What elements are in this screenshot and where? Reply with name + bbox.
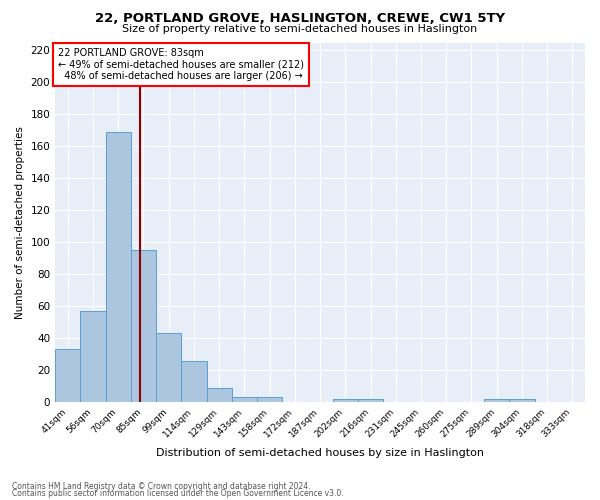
Text: 22 PORTLAND GROVE: 83sqm
← 49% of semi-detached houses are smaller (212)
  48% o: 22 PORTLAND GROVE: 83sqm ← 49% of semi-d… — [58, 48, 304, 81]
Bar — [257, 398, 282, 402]
Bar — [206, 388, 232, 402]
Bar — [55, 350, 80, 402]
Bar — [131, 250, 156, 402]
Bar — [509, 399, 535, 402]
Text: Contains HM Land Registry data © Crown copyright and database right 2024.: Contains HM Land Registry data © Crown c… — [12, 482, 311, 491]
Bar — [484, 399, 509, 402]
Bar — [332, 399, 358, 402]
Bar — [80, 311, 106, 402]
X-axis label: Distribution of semi-detached houses by size in Haslington: Distribution of semi-detached houses by … — [156, 448, 484, 458]
Bar — [358, 399, 383, 402]
Bar — [106, 132, 131, 402]
Text: Contains public sector information licensed under the Open Government Licence v3: Contains public sector information licen… — [12, 489, 344, 498]
Y-axis label: Number of semi-detached properties: Number of semi-detached properties — [15, 126, 25, 319]
Text: Size of property relative to semi-detached houses in Haslington: Size of property relative to semi-detach… — [122, 24, 478, 34]
Bar — [181, 360, 206, 402]
Bar — [156, 334, 181, 402]
Bar — [232, 398, 257, 402]
Text: 22, PORTLAND GROVE, HASLINGTON, CREWE, CW1 5TY: 22, PORTLAND GROVE, HASLINGTON, CREWE, C… — [95, 12, 505, 26]
